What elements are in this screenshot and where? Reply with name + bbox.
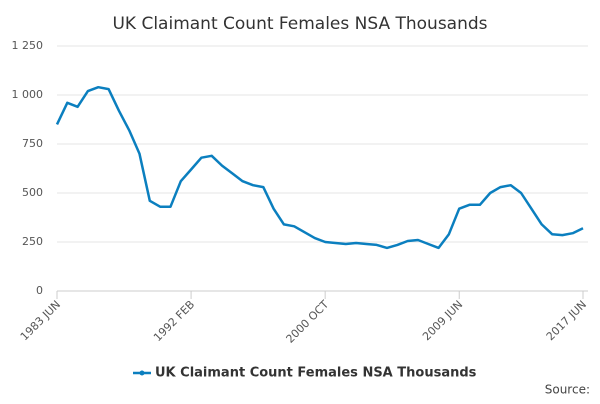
y-tick-label: 1 250 xyxy=(12,39,44,52)
y-tick-label: 500 xyxy=(22,186,43,199)
y-tick-label: 250 xyxy=(22,235,43,248)
source: Source: xyxy=(545,383,590,397)
chart-title: UK Claimant Count Females NSA Thousands xyxy=(112,14,487,34)
y-tick-label: 0 xyxy=(36,284,43,297)
x-tick-label: 2000 OCT xyxy=(284,298,332,346)
x-tick-label: 1983 JUN xyxy=(18,298,63,343)
x-tick-label: 1992 FEB xyxy=(151,298,197,344)
y-tick-label: 1 000 xyxy=(12,88,44,101)
data-line xyxy=(55,85,584,250)
y-tick-label: 750 xyxy=(22,137,43,150)
legend-symbol xyxy=(139,370,145,376)
x-tick-label: 2009 JUN xyxy=(420,298,465,343)
legend-label: UK Claimant Count Females NSA Thousands xyxy=(155,366,477,381)
x-tick-label: 2017 JUN xyxy=(544,298,589,343)
